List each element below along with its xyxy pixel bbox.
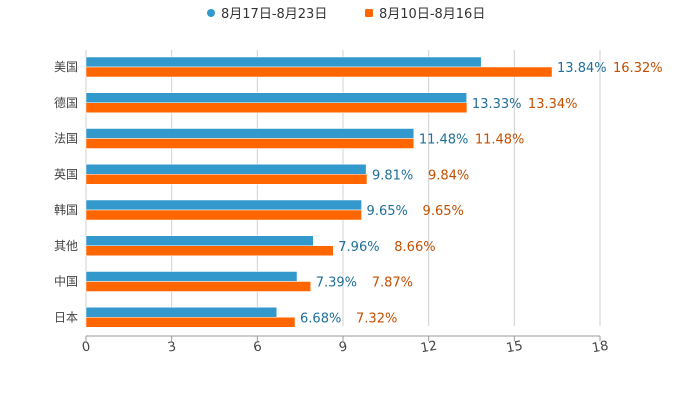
legend-label: 8月17日-8月23日 bbox=[221, 7, 327, 22]
category-label: 中国 bbox=[54, 274, 78, 289]
x-tick-label: 6 bbox=[252, 339, 263, 355]
legend-marker bbox=[207, 9, 215, 17]
x-tick-label: 3 bbox=[167, 339, 178, 355]
bar-current-week bbox=[85, 92, 467, 103]
data-label: 7.32% bbox=[356, 311, 397, 326]
data-label: 7.87% bbox=[372, 276, 413, 291]
data-label: 9.81% bbox=[372, 168, 413, 183]
data-label: 7.96% bbox=[338, 240, 379, 255]
category-label: 德国 bbox=[54, 95, 78, 110]
x-tick-label: 15 bbox=[505, 339, 524, 357]
bar-previous-week bbox=[85, 174, 368, 185]
x-tick-label: 18 bbox=[591, 339, 610, 357]
category-label: 法国 bbox=[54, 132, 78, 146]
bar-current-week bbox=[85, 56, 482, 68]
data-label: 7.39% bbox=[316, 276, 357, 291]
data-label: 13.84% bbox=[557, 61, 607, 76]
bar-previous-week bbox=[85, 281, 311, 292]
bar-previous-week bbox=[85, 209, 362, 221]
category-label: 日本 bbox=[54, 310, 78, 324]
bar-current-week bbox=[85, 307, 278, 318]
data-label: 9.65% bbox=[423, 204, 464, 219]
data-label: 13.33% bbox=[472, 97, 522, 112]
data-label: 11.48% bbox=[419, 133, 469, 148]
bar-current-week bbox=[85, 199, 362, 211]
x-tick-label: 12 bbox=[419, 339, 438, 357]
bar-current-week bbox=[85, 164, 367, 175]
x-tick-label: 9 bbox=[338, 339, 349, 355]
data-label: 16.32% bbox=[613, 61, 663, 76]
category-label: 韩国 bbox=[54, 202, 78, 217]
data-label: 13.34% bbox=[528, 97, 578, 112]
x-tick-label: 0 bbox=[81, 339, 92, 355]
data-label: 6.68% bbox=[300, 311, 341, 326]
bar-previous-week bbox=[85, 138, 415, 149]
bar-previous-week bbox=[85, 66, 553, 78]
category-label: 美国 bbox=[54, 60, 78, 74]
bar-previous-week bbox=[85, 102, 468, 113]
category-label: 英国 bbox=[54, 167, 78, 181]
data-label: 9.84% bbox=[428, 168, 469, 183]
category-label: 其他 bbox=[54, 239, 78, 253]
data-label: 11.48% bbox=[475, 133, 525, 148]
legend-label: 8月10日-8月16日 bbox=[379, 7, 485, 22]
data-label: 9.65% bbox=[367, 204, 408, 219]
bar-current-week bbox=[85, 235, 314, 246]
bar-current-week bbox=[85, 271, 298, 282]
legend-marker bbox=[365, 9, 373, 17]
bar-current-week bbox=[85, 128, 415, 139]
bar-previous-week bbox=[85, 317, 296, 328]
bar-previous-week bbox=[85, 245, 334, 256]
data-label: 8.66% bbox=[394, 240, 435, 255]
